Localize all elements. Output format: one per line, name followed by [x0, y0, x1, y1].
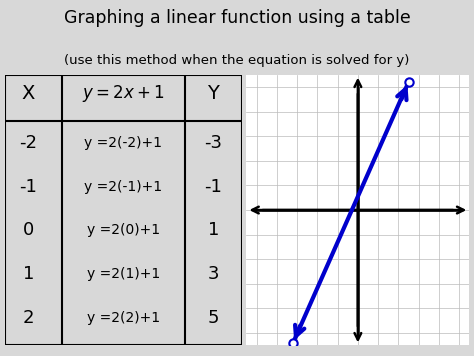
Text: y =2(2)+1: y =2(2)+1 — [87, 311, 160, 325]
Text: Y: Y — [207, 84, 219, 103]
Text: 0: 0 — [23, 221, 34, 239]
Text: y =2(0)+1: y =2(0)+1 — [87, 223, 160, 237]
Text: Graphing a linear function using a table: Graphing a linear function using a table — [64, 9, 410, 27]
Text: -1: -1 — [19, 178, 37, 195]
Text: 2: 2 — [23, 309, 34, 327]
Text: $y = 2x + 1$: $y = 2x + 1$ — [82, 83, 164, 104]
Text: y =2(-1)+1: y =2(-1)+1 — [84, 179, 162, 194]
Text: -2: -2 — [19, 134, 37, 152]
Text: -3: -3 — [204, 134, 222, 152]
Text: X: X — [22, 84, 35, 103]
Text: y =2(-2)+1: y =2(-2)+1 — [84, 136, 162, 150]
Text: 5: 5 — [208, 309, 219, 327]
Text: -1: -1 — [204, 178, 222, 195]
Text: (use this method when the equation is solved for y): (use this method when the equation is so… — [64, 54, 410, 67]
Text: 1: 1 — [208, 221, 219, 239]
Text: y =2(1)+1: y =2(1)+1 — [87, 267, 160, 281]
Text: 1: 1 — [23, 265, 34, 283]
Text: 3: 3 — [208, 265, 219, 283]
